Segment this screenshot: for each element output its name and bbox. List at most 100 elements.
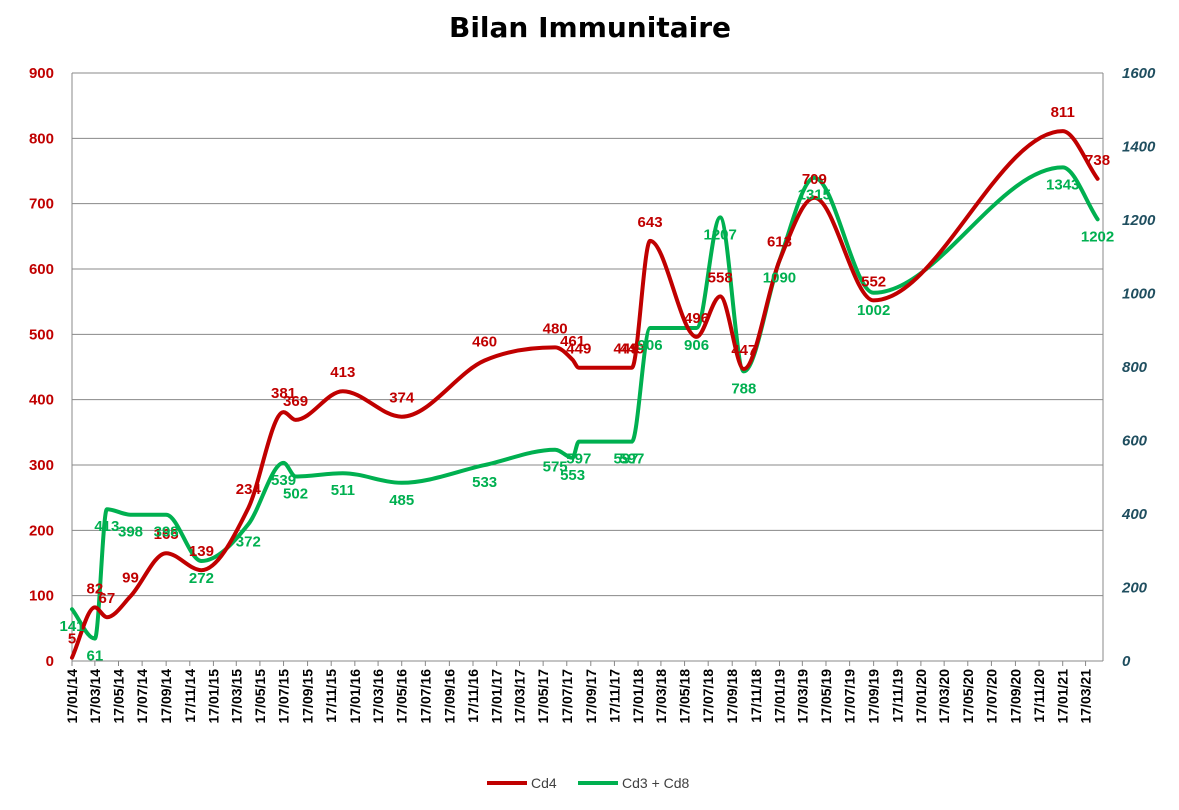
data-label: 139	[189, 543, 214, 560]
data-label: 449	[566, 341, 591, 358]
legend: Cd4 Cd3 + Cd8	[487, 775, 690, 791]
x-tick-label: 17/09/19	[866, 669, 882, 724]
right-tick-label: 800	[1122, 359, 1148, 376]
data-label: 413	[330, 364, 355, 381]
data-label: 82	[87, 580, 104, 597]
right-tick-label: 1600	[1122, 65, 1156, 82]
x-tick-label: 17/03/20	[936, 669, 952, 724]
data-label: 398	[154, 524, 179, 541]
x-tick-label: 17/09/20	[1007, 669, 1023, 724]
x-tick-label: 17/03/18	[653, 669, 669, 724]
data-label: 539	[271, 472, 296, 489]
x-tick-label: 17/11/17	[606, 669, 622, 723]
x-tick-label: 17/05/17	[535, 669, 551, 724]
left-axis-ticks: 0 100 200 300 400 500 600 700 800 900	[29, 65, 54, 670]
x-tick-label: 17/07/14	[134, 669, 150, 724]
x-tick-label: 17/09/16	[441, 669, 457, 724]
left-tick-label: 100	[29, 588, 54, 605]
series-line-cd3-cd8	[70, 165, 1100, 641]
x-tick-label: 17/03/15	[228, 669, 244, 724]
data-label: 272	[189, 570, 214, 587]
x-tick-label: 17/01/16	[347, 669, 363, 724]
series-lines	[70, 129, 1100, 660]
right-tick-label: 1400	[1122, 139, 1156, 156]
data-label: 643	[638, 214, 663, 231]
x-tick-label: 17/05/18	[677, 669, 693, 724]
right-tick-label: 200	[1121, 580, 1148, 597]
data-label: 1002	[857, 302, 890, 319]
x-tick-label: 17/01/14	[64, 669, 80, 724]
axes	[71, 73, 1104, 662]
x-tick-label: 17/07/18	[700, 669, 716, 724]
data-label: 480	[543, 320, 568, 337]
data-label: 533	[472, 474, 497, 491]
data-label: 597	[619, 451, 644, 468]
x-tick-label: 17/11/14	[182, 669, 198, 723]
chart-title: Bilan Immunitaire	[449, 11, 731, 44]
left-tick-label: 600	[29, 261, 54, 278]
data-label: 906	[638, 337, 663, 354]
right-tick-label: 1200	[1122, 212, 1156, 229]
x-tick-label: 17/01/15	[205, 669, 221, 724]
data-label: 460	[472, 333, 497, 350]
x-tick-label: 17/09/17	[583, 669, 599, 724]
x-tick-label: 17/01/21	[1055, 669, 1071, 724]
left-tick-label: 800	[29, 130, 54, 147]
data-label: 398	[118, 524, 143, 541]
gridlines	[72, 72, 1103, 597]
data-label: 575	[543, 459, 568, 476]
right-axis-ticks: 0 200 400 600 800 1000 1200 1400 1600	[1121, 65, 1156, 670]
data-label: 61	[87, 648, 104, 665]
data-label: 553	[560, 467, 585, 484]
data-label: 811	[1051, 104, 1075, 121]
x-tick-label: 17/03/14	[87, 669, 103, 724]
x-tick-label: 17/07/20	[983, 669, 999, 724]
data-labels: 5826799165139234381369413374460480461449…	[59, 104, 1114, 664]
data-label: 141	[59, 618, 84, 635]
x-tick-label: 17/07/16	[417, 669, 433, 724]
x-tick-label: 17/07/17	[559, 669, 575, 724]
data-label: 5	[68, 631, 76, 648]
x-axis-ticks: 17/01/14 17/03/14 17/05/14 17/07/14 17/09/14…	[64, 661, 1094, 724]
right-tick-label: 0	[1122, 653, 1131, 670]
data-label: 1343	[1046, 176, 1079, 193]
right-tick-label: 600	[1122, 433, 1148, 450]
data-label: 381	[271, 385, 296, 402]
data-label: 502	[283, 486, 308, 503]
x-tick-label: 17/09/14	[158, 669, 174, 724]
x-tick-label: 17/09/15	[300, 669, 316, 724]
data-label: 496	[684, 310, 709, 327]
data-label: 461	[560, 333, 585, 350]
data-label: 552	[861, 273, 886, 290]
right-tick-label: 400	[1121, 506, 1148, 523]
data-label: 449	[619, 341, 644, 358]
x-tick-label: 17/01/18	[630, 669, 646, 724]
data-label: 447	[731, 342, 756, 359]
left-tick-label: 900	[29, 65, 54, 82]
x-tick-label: 17/03/16	[370, 669, 386, 724]
x-tick-label: 17/05/19	[818, 669, 834, 724]
x-tick-label: 17/03/21	[1078, 669, 1094, 724]
x-tick-label: 17/07/19	[842, 669, 858, 724]
data-label: 597	[566, 451, 591, 468]
legend-label: Cd3 + Cd8	[622, 775, 690, 791]
data-label: 369	[283, 393, 308, 410]
data-label: 738	[1085, 152, 1110, 169]
data-label: 449	[614, 341, 639, 358]
left-tick-label: 700	[29, 196, 54, 213]
x-tick-label: 17/11/18	[748, 669, 764, 723]
data-label: 234	[236, 481, 262, 498]
data-label: 558	[708, 269, 733, 286]
left-tick-label: 0	[46, 653, 54, 670]
x-tick-label: 17/05/14	[110, 669, 126, 724]
data-label: 1207	[704, 226, 737, 243]
x-tick-label: 17/01/19	[771, 669, 787, 724]
data-label: 67	[99, 590, 116, 607]
x-tick-label: 17/03/19	[794, 669, 810, 724]
data-label: 165	[154, 526, 179, 543]
data-label: 597	[614, 451, 639, 468]
data-label: 613	[767, 234, 792, 251]
data-label: 485	[389, 492, 414, 509]
data-label: 906	[684, 337, 709, 354]
data-label: 99	[122, 569, 139, 586]
